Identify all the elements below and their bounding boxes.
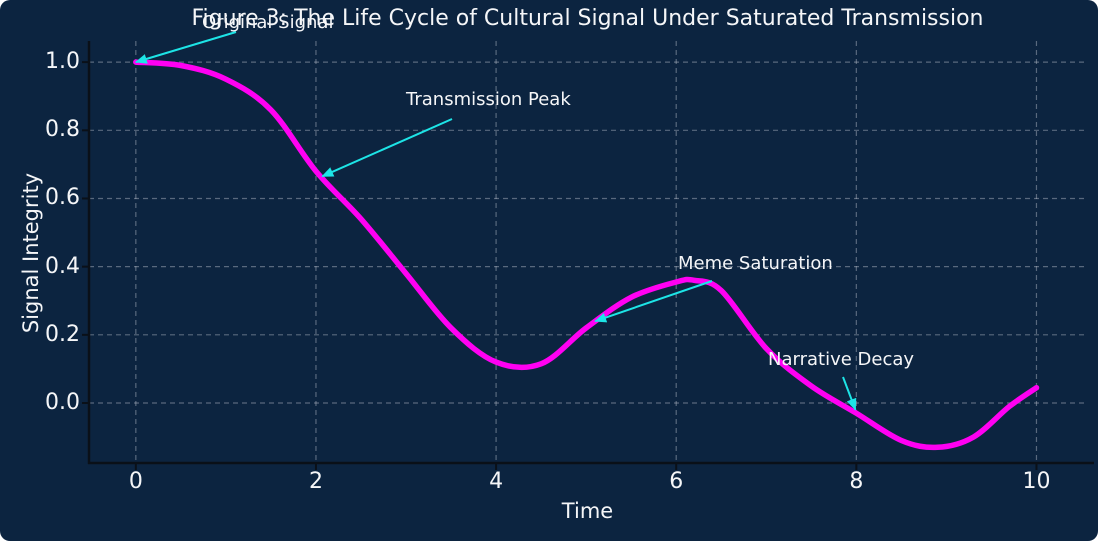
x-axis-label: Time [561,499,614,523]
y-tick-label: 0.4 [45,253,80,279]
annotation-arrow [321,118,453,178]
signal-curve [133,59,1040,451]
annotation-label: Original Signal [202,12,334,33]
annotation-label: Narrative Decay [768,349,915,370]
annotation-arrow [134,31,237,64]
y-tick-label: 0.8 [45,117,80,143]
x-tick-label: 10 [1022,469,1051,494]
x-tick-label: 6 [669,469,684,494]
y-tick-label: 0.0 [45,390,80,415]
y-tick-label: 1.0 [45,49,80,75]
x-tick-label: 2 [308,469,323,494]
y-tick-label: 0.6 [45,185,80,211]
chart-title: Figure 3: The Life Cycle of Cultural Sig… [191,6,984,31]
x-tick-label: 4 [489,469,504,494]
annotation-arrow [594,280,713,323]
annotation-label: Meme Saturation [678,253,833,274]
y-tick-label: 0.2 [45,321,80,347]
x-tick-label: 0 [128,469,143,494]
x-tick-label: 8 [849,469,864,494]
annotation-label: Transmission Peak [406,89,571,110]
annotation-arrow [842,376,857,411]
